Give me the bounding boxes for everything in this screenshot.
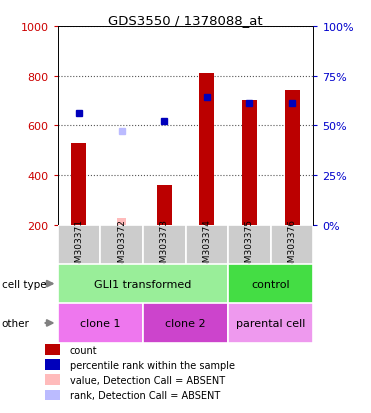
Bar xyxy=(228,225,271,264)
Bar xyxy=(71,143,86,225)
Text: control: control xyxy=(252,279,290,289)
Text: clone 1: clone 1 xyxy=(80,318,121,328)
Text: percentile rank within the sample: percentile rank within the sample xyxy=(70,360,235,370)
Text: other: other xyxy=(2,318,30,328)
Text: GDS3550 / 1378088_at: GDS3550 / 1378088_at xyxy=(108,14,263,27)
Bar xyxy=(199,74,214,225)
Text: GSM303371: GSM303371 xyxy=(74,218,83,273)
Bar xyxy=(45,360,60,370)
Bar xyxy=(143,304,228,343)
Bar xyxy=(228,264,313,304)
Text: GSM303374: GSM303374 xyxy=(202,218,211,273)
Bar xyxy=(58,304,143,343)
Text: rank, Detection Call = ABSENT: rank, Detection Call = ABSENT xyxy=(70,390,220,400)
Text: count: count xyxy=(70,345,97,355)
Bar xyxy=(45,375,60,385)
Bar xyxy=(45,344,60,355)
Bar xyxy=(58,225,100,264)
Text: GSM303372: GSM303372 xyxy=(117,218,126,273)
Text: GSM303373: GSM303373 xyxy=(160,218,169,273)
Text: parental cell: parental cell xyxy=(236,318,305,328)
Bar xyxy=(157,186,172,225)
Bar xyxy=(58,264,228,304)
Bar xyxy=(117,218,126,225)
Bar xyxy=(45,389,60,400)
Bar xyxy=(271,225,313,264)
Bar xyxy=(143,225,186,264)
Text: GSM303376: GSM303376 xyxy=(288,218,297,273)
Text: value, Detection Call = ABSENT: value, Detection Call = ABSENT xyxy=(70,375,225,385)
Bar xyxy=(242,101,257,225)
Text: clone 2: clone 2 xyxy=(165,318,206,328)
Text: cell type: cell type xyxy=(2,279,46,289)
Bar xyxy=(100,225,143,264)
Bar xyxy=(285,91,300,225)
Text: GSM303375: GSM303375 xyxy=(245,218,254,273)
Text: GLI1 transformed: GLI1 transformed xyxy=(94,279,191,289)
Bar xyxy=(186,225,228,264)
Bar xyxy=(228,304,313,343)
